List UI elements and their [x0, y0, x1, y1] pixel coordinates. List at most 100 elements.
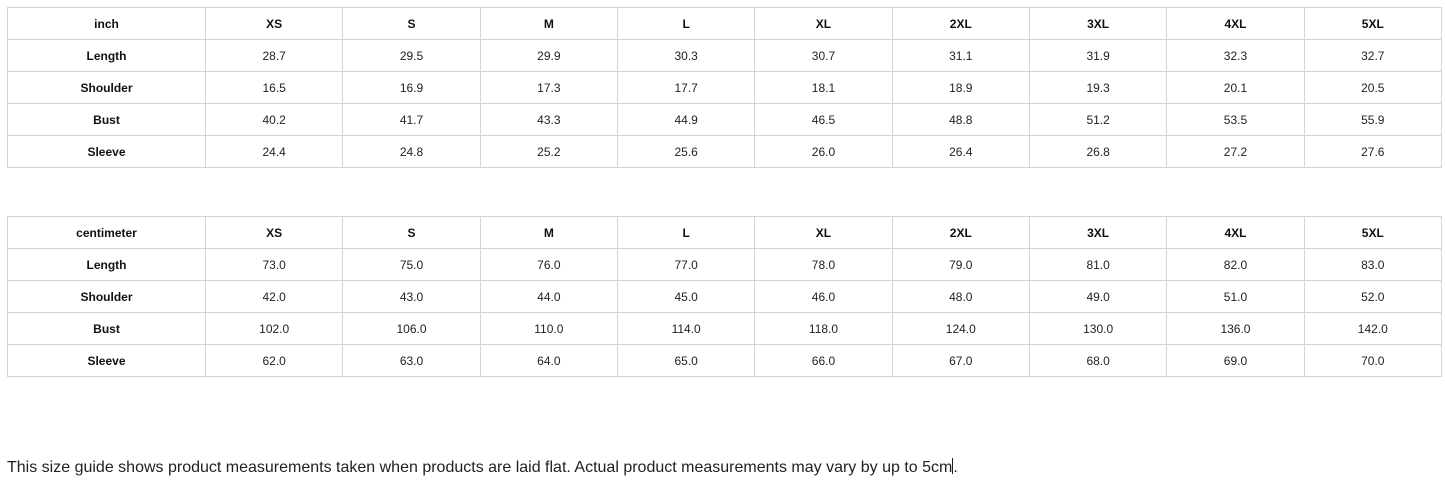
table-cell: 30.3: [616, 39, 756, 72]
table-cell: 65.0: [616, 344, 756, 377]
size-header: M: [479, 216, 618, 249]
table-cell: 24.4: [204, 135, 344, 168]
row-label: Shoulder: [7, 71, 206, 104]
table-cell: 18.9: [891, 71, 1030, 104]
table-cell: 78.0: [754, 248, 893, 281]
table-cell: 27.6: [1303, 135, 1443, 168]
table-cell: 118.0: [754, 312, 893, 345]
table-cell: 82.0: [1166, 248, 1305, 281]
table-cell: 51.2: [1028, 103, 1168, 136]
table-cell: 142.0: [1303, 312, 1443, 345]
size-header: S: [342, 216, 481, 249]
table-cell: 17.7: [616, 71, 756, 104]
table-cell: 17.3: [479, 71, 618, 104]
header-row: centimeter XS S M L XL 2XL 3XL 4XL 5XL: [7, 216, 1443, 249]
table-cell: 32.7: [1303, 39, 1443, 72]
table-cell: 124.0: [891, 312, 1030, 345]
table-cell: 110.0: [479, 312, 618, 345]
row-label: Sleeve: [7, 135, 206, 168]
table-cell: 79.0: [891, 248, 1030, 281]
table-cell: 83.0: [1303, 248, 1443, 281]
unit-header: inch: [7, 7, 206, 40]
size-header: M: [479, 7, 618, 40]
table-cell: 26.0: [754, 135, 893, 168]
table-cell: 53.5: [1166, 103, 1305, 136]
table-cell: 81.0: [1028, 248, 1168, 281]
size-header: XL: [754, 216, 893, 249]
table-cell: 41.7: [342, 103, 481, 136]
size-header: 4XL: [1166, 216, 1305, 249]
table-cell: 77.0: [616, 248, 756, 281]
table-cell: 28.7: [204, 39, 344, 72]
table-cell: 76.0: [479, 248, 618, 281]
table-cell: 26.8: [1028, 135, 1168, 168]
table-cell: 55.9: [1303, 103, 1443, 136]
size-guide-note: This size guide shows product measuremen…: [7, 458, 958, 477]
table-row: Bust 102.0 106.0 110.0 114.0 118.0 124.0 130.0 1…: [7, 312, 1443, 345]
size-header: L: [616, 216, 756, 249]
unit-header: centimeter: [7, 216, 206, 249]
row-label: Length: [7, 39, 206, 72]
table-cell: 16.5: [204, 71, 344, 104]
note-period: .: [953, 459, 958, 476]
table-cell: 46.0: [754, 280, 893, 313]
table-cell: 48.0: [891, 280, 1030, 313]
table-cell: 44.9: [616, 103, 756, 136]
table-cell: 68.0: [1028, 344, 1168, 377]
table-row: Length 73.0 75.0 76.0 77.0 78.0 79.0 81.0 82.0 83…: [7, 248, 1443, 281]
size-header: 5XL: [1303, 7, 1443, 40]
size-header: S: [342, 7, 481, 40]
size-header: XS: [204, 216, 344, 249]
row-label: Shoulder: [7, 280, 206, 313]
header-row: inch XS S M L XL 2XL 3XL 4XL 5XL: [7, 7, 1443, 40]
row-label: Bust: [7, 312, 206, 345]
table-cell: 19.3: [1028, 71, 1168, 104]
table-cell: 130.0: [1028, 312, 1168, 345]
table-cell: 67.0: [891, 344, 1030, 377]
size-table-inch: inch XS S M L XL 2XL 3XL 4XL 5XL Length 28.7 29.5 29.…: [7, 7, 1443, 168]
table-cell: 52.0: [1303, 280, 1443, 313]
table-cell: 40.2: [204, 103, 344, 136]
table-row: Shoulder 16.5 16.9 17.3 17.7 18.1 18.9 19.3 20.1…: [7, 71, 1443, 104]
table-cell: 43.3: [479, 103, 618, 136]
table-cell: 51.0: [1166, 280, 1305, 313]
size-header: XL: [754, 7, 893, 40]
text-cursor: [952, 458, 954, 474]
size-header: XS: [204, 7, 344, 40]
table-row: Length 28.7 29.5 29.9 30.3 30.7 31.1 31.9 32.3 32…: [7, 39, 1443, 72]
size-header: 2XL: [891, 216, 1030, 249]
table-cell: 25.6: [616, 135, 756, 168]
size-header: 2XL: [891, 7, 1030, 40]
table-row: Shoulder 42.0 43.0 44.0 45.0 46.0 48.0 49.0 51.0…: [7, 280, 1443, 313]
note-text: This size guide shows product measuremen…: [7, 459, 953, 476]
table-cell: 102.0: [204, 312, 344, 345]
size-table-centimeter: centimeter XS S M L XL 2XL 3XL 4XL 5XL Length 73.0 7…: [7, 216, 1443, 377]
table-cell: 49.0: [1028, 280, 1168, 313]
table-cell: 20.1: [1166, 71, 1305, 104]
size-header: 3XL: [1028, 216, 1168, 249]
table-cell: 69.0: [1166, 344, 1305, 377]
table-cell: 43.0: [342, 280, 481, 313]
table-cell: 30.7: [754, 39, 893, 72]
table-cell: 26.4: [891, 135, 1030, 168]
table-cell: 46.5: [754, 103, 893, 136]
size-header: L: [616, 7, 756, 40]
table-cell: 63.0: [342, 344, 481, 377]
table-cell: 29.9: [479, 39, 618, 72]
table-cell: 27.2: [1166, 135, 1305, 168]
table-cell: 44.0: [479, 280, 618, 313]
table-cell: 42.0: [204, 280, 344, 313]
size-header: 4XL: [1166, 7, 1305, 40]
table-cell: 114.0: [616, 312, 756, 345]
row-label: Length: [7, 248, 206, 281]
table-cell: 73.0: [204, 248, 344, 281]
table-cell: 64.0: [479, 344, 618, 377]
table-row: Sleeve 24.4 24.8 25.2 25.6 26.0 26.4 26.8 27.2 27…: [7, 135, 1443, 168]
table-cell: 20.5: [1303, 71, 1443, 104]
table-cell: 16.9: [342, 71, 481, 104]
table-cell: 29.5: [342, 39, 481, 72]
table-cell: 106.0: [342, 312, 481, 345]
table-cell: 75.0: [342, 248, 481, 281]
table-cell: 24.8: [342, 135, 481, 168]
size-header: 5XL: [1303, 216, 1443, 249]
